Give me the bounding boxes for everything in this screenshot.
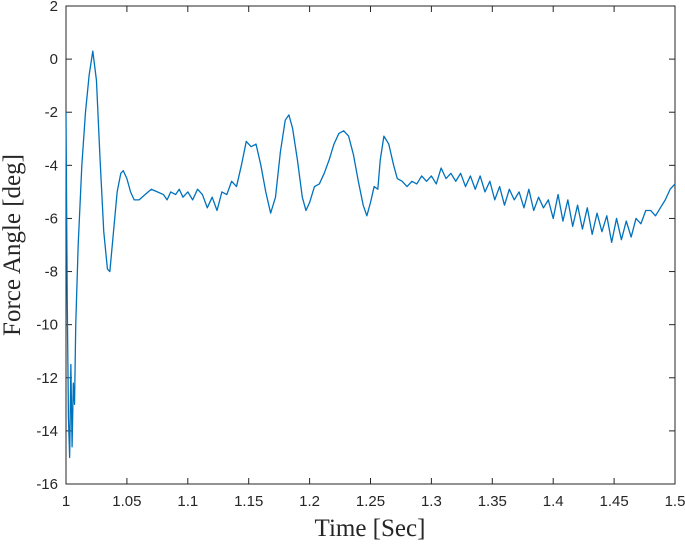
x-tick-label: 1.15 (234, 493, 263, 510)
y-tick-label: -16 (36, 476, 58, 493)
x-tick-label: 1.35 (478, 493, 507, 510)
y-tick-label: -8 (45, 264, 58, 281)
x-axis-label: Time [Sec] (315, 515, 426, 542)
x-tick-label: 1.45 (599, 493, 628, 510)
x-tick-label: 1.3 (421, 493, 442, 510)
x-tick-label: 1.05 (112, 493, 141, 510)
data-line (65, 50, 676, 459)
y-tick-label: 0 (50, 51, 58, 68)
x-tick-label: 1.5 (665, 493, 685, 510)
x-tick-label: 1.1 (177, 493, 198, 510)
y-tick-label: -6 (45, 210, 58, 227)
x-tick-label: 1.25 (356, 493, 385, 510)
y-axis-label: Force Angle [deg] (0, 154, 26, 336)
x-tick-label: 1.2 (299, 493, 320, 510)
y-tick-label: -2 (45, 104, 58, 121)
y-tick-label: -12 (36, 370, 58, 387)
plot-frame (65, 5, 676, 485)
y-tick-label: -4 (45, 157, 58, 174)
x-tick-label: 1 (62, 493, 70, 510)
y-tick-label: 2 (50, 0, 58, 15)
y-tick-label: -10 (36, 317, 58, 334)
y-tick-label: -14 (36, 423, 58, 440)
x-tick-label: 1.4 (543, 493, 564, 510)
